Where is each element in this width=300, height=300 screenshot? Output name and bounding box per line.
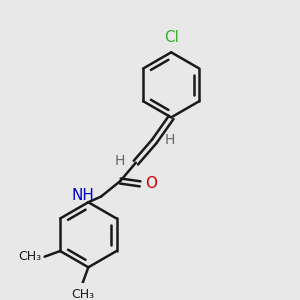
Text: NH: NH [72, 188, 95, 203]
Text: H: H [165, 133, 175, 147]
Text: CH₃: CH₃ [19, 250, 42, 263]
Text: H: H [115, 154, 125, 168]
Text: O: O [145, 176, 157, 191]
Text: Cl: Cl [164, 30, 179, 45]
Text: CH₃: CH₃ [71, 288, 94, 300]
